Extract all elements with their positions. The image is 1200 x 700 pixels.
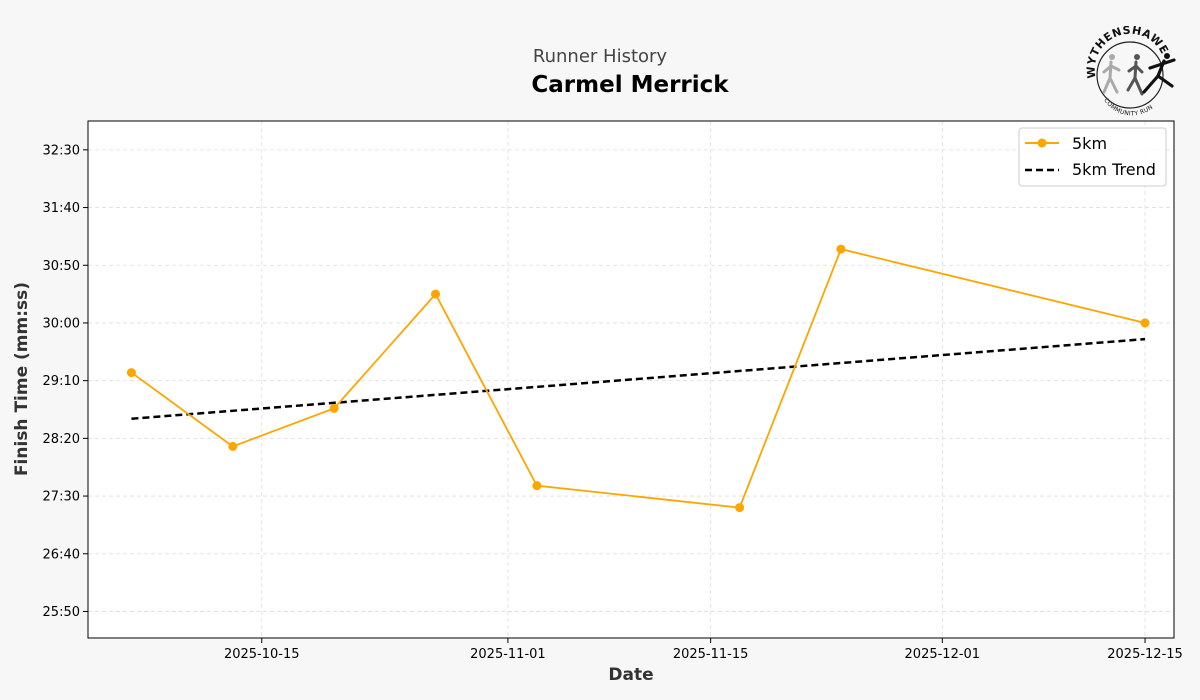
x-tick-label: 2025-11-01 — [470, 647, 546, 662]
y-tick-label: 31:40 — [43, 201, 80, 216]
x-tick-label: 2025-12-15 — [1107, 647, 1183, 662]
data-point-5km — [532, 481, 542, 491]
logo-text-bottom: COMMUNITY RUN — [1102, 97, 1154, 117]
y-tick-label: 28:20 — [43, 432, 80, 447]
y-tick-label: 32:30 — [43, 143, 80, 158]
legend-trend-label: 5km Trend — [1072, 160, 1156, 179]
legend-5km-swatch-marker — [1037, 138, 1047, 148]
x-tick-label: 2025-10-15 — [224, 647, 300, 662]
plot-frame — [87, 120, 1175, 639]
chart-subtitle: Runner History — [532, 46, 668, 67]
runner-icon-dark — [1142, 53, 1176, 94]
wythenshawe-community-run-logo: WYTHENSHAWE COMMUNITY RUN — [1084, 26, 1176, 117]
y-tick-label: 26:40 — [43, 547, 80, 562]
data-point-5km — [126, 368, 136, 378]
series-layer — [126, 244, 1150, 513]
y-tick-label: 30:00 — [43, 316, 80, 331]
axis-ticks: 2025-10-15 2025-11-01 2025-11-15 2025-12-01… — [43, 143, 1183, 662]
legend-5km-label: 5km — [1072, 134, 1107, 153]
x-tick-label: 2025-12-01 — [905, 647, 981, 662]
plot-area: 2025-10-15 2025-11-01 2025-11-15 2025-12-01… — [43, 120, 1183, 662]
trend-line — [131, 337, 1146, 420]
svg-text:COMMUNITY RUN: COMMUNITY RUN — [1102, 97, 1154, 117]
y-tick-label: 30:50 — [43, 259, 80, 274]
data-point-5km — [329, 403, 339, 413]
x-axis-label: Date — [608, 665, 654, 685]
data-point-5km — [431, 289, 441, 299]
legend: 5km 5km Trend — [1018, 127, 1167, 187]
runner-icon-mid — [1126, 54, 1144, 96]
logo-ring — [1096, 41, 1164, 109]
x-tick-label: 2025-11-15 — [673, 647, 749, 662]
data-point-5km — [735, 503, 745, 513]
y-tick-label: 25:50 — [43, 605, 80, 620]
grid-lines — [88, 121, 1174, 638]
y-tick-label: 29:10 — [43, 374, 80, 389]
data-point-5km — [836, 244, 846, 254]
y-axis-label: Finish Time (mm:ss) — [12, 281, 32, 477]
data-point-5km — [228, 441, 238, 451]
data-point-5km — [1140, 318, 1150, 328]
chart-title: Carmel Merrick — [531, 72, 729, 98]
runner-icon-light — [1102, 54, 1121, 94]
series-5km-line — [130, 248, 1146, 509]
y-tick-label: 27:30 — [43, 490, 80, 505]
